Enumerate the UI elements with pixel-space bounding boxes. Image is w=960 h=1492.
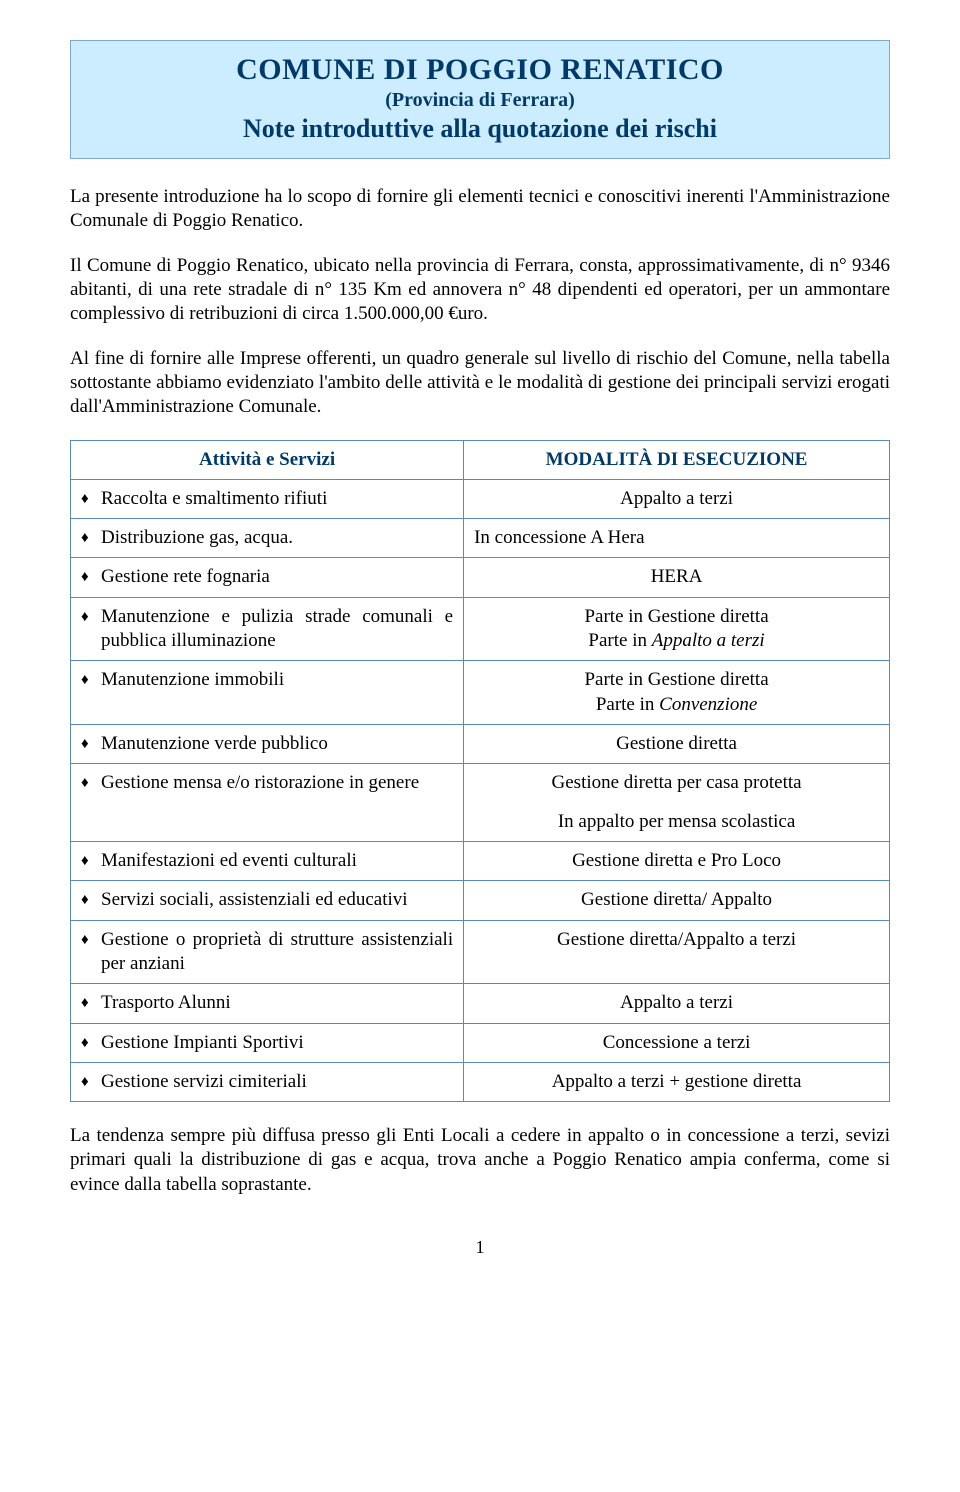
bullet-icon: ♦ [81, 605, 101, 628]
activity-text: Gestione rete fognaria [101, 565, 453, 589]
activity-cell: ♦Servizi sociali, assistenziali ed educa… [71, 881, 464, 920]
bullet-icon: ♦ [81, 1031, 101, 1054]
table-row: ♦Raccolta e smaltimento rifiutiAppalto a… [71, 479, 890, 518]
bullet-icon: ♦ [81, 1070, 101, 1093]
closing-paragraph: La tendenza sempre più diffusa presso gl… [70, 1124, 890, 1197]
mode-italic: Appalto a terzi [652, 630, 765, 651]
mode-cell: In concessione A Hera [464, 519, 890, 558]
mode-line: Parte in Convenzione [474, 693, 879, 717]
table-row: ♦Manutenzione immobiliParte in Gestione … [71, 661, 890, 725]
table-row: ♦Distribuzione gas, acqua.In concessione… [71, 519, 890, 558]
activity-text: Manifestazioni ed eventi culturali [101, 849, 453, 873]
mode-line: Gestione diretta per casa protetta [474, 771, 879, 795]
table-header-activity: Attività e Servizi [71, 440, 464, 479]
bullet-icon: ♦ [81, 888, 101, 911]
bullet-icon: ♦ [81, 928, 101, 951]
intro-paragraph-2: Il Comune di Poggio Renatico, ubicato ne… [70, 254, 890, 327]
intro-paragraph-1: La presente introduzione ha lo scopo di … [70, 185, 890, 234]
header-subtitle-province: (Provincia di Ferrara) [81, 89, 879, 112]
activity-cell: ♦Manutenzione e pulizia strade comunali … [71, 597, 464, 661]
mode-cell: Appalto a terzi + gestione diretta [464, 1062, 890, 1101]
table-row: ♦Manutenzione verde pubblicoGestione dir… [71, 725, 890, 764]
mode-cell: Gestione diretta e Pro Loco [464, 841, 890, 880]
activity-text: Manutenzione immobili [101, 668, 453, 692]
mode-cell: Appalto a terzi [464, 479, 890, 518]
bullet-icon: ♦ [81, 991, 101, 1014]
activity-cell: ♦Gestione mensa e/o ristorazione in gene… [71, 764, 464, 842]
activity-cell: ♦Manifestazioni ed eventi culturali [71, 841, 464, 880]
table-row: ♦Gestione Impianti SportiviConcessione a… [71, 1023, 890, 1062]
mode-cell: Appalto a terzi [464, 984, 890, 1023]
mode-italic: Convenzione [659, 694, 757, 715]
body-container: La presente introduzione ha lo scopo di … [70, 185, 890, 1197]
activity-text: Gestione mensa e/o ristorazione in gener… [101, 771, 453, 795]
activity-cell: ♦Raccolta e smaltimento rifiuti [71, 479, 464, 518]
intro-paragraph-3: Al fine di fornire alle Imprese offerent… [70, 347, 890, 420]
activity-cell: ♦Distribuzione gas, acqua. [71, 519, 464, 558]
mode-cell: Gestione diretta/ Appalto [464, 881, 890, 920]
bullet-icon: ♦ [81, 771, 101, 794]
mode-line: Parte in Gestione diretta [474, 668, 879, 692]
bullet-icon: ♦ [81, 849, 101, 872]
activity-text: Raccolta e smaltimento rifiuti [101, 487, 453, 511]
document-header: COMUNE DI POGGIO RENATICO (Provincia di … [70, 40, 890, 159]
table-row: ♦Trasporto AlunniAppalto a terzi [71, 984, 890, 1023]
bullet-icon: ♦ [81, 526, 101, 549]
mode-cell: Concessione a terzi [464, 1023, 890, 1062]
table-row: ♦Gestione rete fognariaHERA [71, 558, 890, 597]
table-header-row: Attività e Servizi MODALITÀ DI ESECUZION… [71, 440, 890, 479]
table-row: ♦Gestione o proprietà di strutture assis… [71, 920, 890, 984]
bullet-icon: ♦ [81, 732, 101, 755]
mode-cell: Parte in Gestione direttaParte in Appalt… [464, 597, 890, 661]
mode-cell: Gestione diretta [464, 725, 890, 764]
table-row: ♦Gestione mensa e/o ristorazione in gene… [71, 764, 890, 842]
activity-cell: ♦Manutenzione immobili [71, 661, 464, 725]
table-row: ♦Servizi sociali, assistenziali ed educa… [71, 881, 890, 920]
bullet-icon: ♦ [81, 565, 101, 588]
activities-table: Attività e Servizi MODALITÀ DI ESECUZION… [70, 440, 890, 1103]
activity-text: Manutenzione verde pubblico [101, 732, 453, 756]
activity-text: Gestione o proprietà di strutture assist… [101, 928, 453, 977]
mode-cell: Gestione diretta per casa protetta In app… [464, 764, 890, 842]
mode-line: Parte in Gestione diretta [474, 605, 879, 629]
activity-cell: ♦Gestione o proprietà di strutture assis… [71, 920, 464, 984]
page-number: 1 [70, 1237, 890, 1258]
activity-cell: ♦Gestione rete fognaria [71, 558, 464, 597]
mode-cell: Gestione diretta/Appalto a terzi [464, 920, 890, 984]
bullet-icon: ♦ [81, 668, 101, 691]
activity-cell: ♦Gestione servizi cimiteriali [71, 1062, 464, 1101]
table-header-mode: MODALITÀ DI ESECUZIONE [464, 440, 890, 479]
activity-text: Gestione Impianti Sportivi [101, 1031, 453, 1055]
activity-cell: ♦Gestione Impianti Sportivi [71, 1023, 464, 1062]
activity-text: Gestione servizi cimiteriali [101, 1070, 453, 1094]
activity-cell: ♦Manutenzione verde pubblico [71, 725, 464, 764]
mode-line: In appalto per mensa scolastica [474, 810, 879, 834]
activity-text: Distribuzione gas, acqua. [101, 526, 453, 550]
header-title: COMUNE DI POGGIO RENATICO [81, 53, 879, 87]
activity-text: Manutenzione e pulizia strade comunali e… [101, 605, 453, 654]
bullet-icon: ♦ [81, 487, 101, 510]
mode-line: Parte in Appalto a terzi [474, 629, 879, 653]
mode-cell: Parte in Gestione direttaParte in Conven… [464, 661, 890, 725]
table-row: ♦Manutenzione e pulizia strade comunali … [71, 597, 890, 661]
page: COMUNE DI POGGIO RENATICO (Provincia di … [0, 0, 960, 1492]
activity-text: Trasporto Alunni [101, 991, 453, 1015]
header-subtitle-notes: Note introduttive alla quotazione dei ri… [81, 114, 879, 144]
table-row: ♦Manifestazioni ed eventi culturaliGesti… [71, 841, 890, 880]
activity-cell: ♦Trasporto Alunni [71, 984, 464, 1023]
table-row: ♦Gestione servizi cimiterialiAppalto a t… [71, 1062, 890, 1101]
activity-text: Servizi sociali, assistenziali ed educat… [101, 888, 453, 912]
mode-cell: HERA [464, 558, 890, 597]
